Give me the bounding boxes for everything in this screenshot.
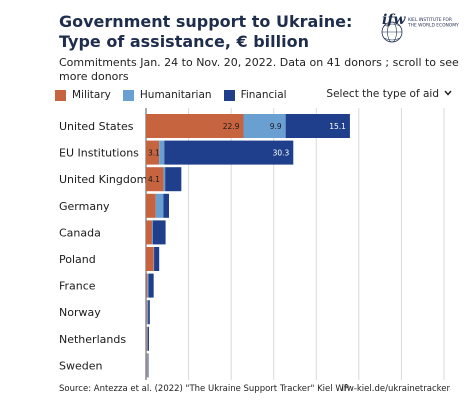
bar-segment-humanitarian [159,140,165,165]
category-label: Norway [59,306,101,319]
bar-segment-financial [152,220,166,245]
category-label: EU Institutions [59,147,139,160]
category-label: Canada [59,226,101,239]
bar-segment-military [146,220,152,245]
data-label: 15.1 [329,122,346,131]
legend: Military Humanitarian Financial [55,88,299,102]
legend-swatch-military [55,89,66,101]
category-label: Germany [59,200,110,213]
legend-label-financial: Financial [240,89,287,101]
bar-segment-humanitarian [151,220,153,245]
chevron-down-icon [444,89,452,99]
bar-segment-military [146,193,156,218]
legend-label-humanitarian: Humanitarian [139,89,212,101]
bar-segment-financial [285,114,350,138]
svg-text:THE WORLD ECONOMY: THE WORLD ECONOMY [407,23,459,29]
data-label: 3.1 [148,149,160,158]
bar-segment-financial [165,167,182,192]
chart-title: Government support to Ukraine: Type of a… [59,12,353,51]
category-label: United Kingdom [59,173,147,186]
svg-text:KIEL INSTITUTE FOR: KIEL INSTITUTE FOR [408,17,452,23]
bar-segment-humanitarian [243,114,286,138]
bar-segment-financial [164,140,294,165]
aid-type-select[interactable]: Select the type of aid [326,88,452,100]
legend-swatch-financial [223,89,235,101]
bar-segment-military [146,273,148,298]
bar-segment-humanitarian [146,353,149,378]
bar-segment-financial [163,193,169,218]
bar-segment-financial [148,273,154,298]
category-label: Poland [59,253,96,266]
bar-segment-humanitarian [146,300,149,325]
data-label: 22.9 [223,122,240,131]
bar-segment-financial [147,326,149,351]
chart-area[interactable]: United States 22.9 9.9 15.1 EU Institutions 3… [0,108,474,380]
category-label: France [59,280,96,293]
bar-segment-military [146,167,164,192]
bar-segment-military [146,326,147,351]
ifw-logo: ifw KIEL INSTITUTE FOR THE WORLD ECONOMY [378,8,468,50]
legend-swatch-humanitarian [122,89,134,101]
bar-segment-military [146,114,244,138]
bar-segment-humanitarian [163,167,166,192]
legend-label-military: Military [72,89,111,101]
legend-item-financial: Financial [223,89,287,101]
aid-type-select-label: Select the type of aid [326,88,439,100]
bar-segment-financial [154,247,160,271]
source-note: Source: Antezza et al. (2022) "The Ukrai… [59,384,349,394]
bar-segment-humanitarian [146,326,148,351]
legend-item-military: Military [55,89,111,101]
data-label: 30.3 [273,149,290,158]
bar-segment-humanitarian [155,193,164,218]
bar-segment-military [146,300,147,325]
bar-chart: United States 22.9 9.9 15.1 EU Institutions 3… [59,108,445,380]
bar-segment-military [146,247,154,271]
bar-segment-humanitarian [147,273,149,298]
bar-segment-financial [148,300,150,325]
category-label: Sweden [59,359,102,372]
data-label: 9.9 [270,122,282,131]
legend-item-humanitarian: Humanitarian [122,89,212,101]
bar-segment-military [146,140,160,165]
category-label: Netherlands [59,333,126,346]
data-label: 4.1 [148,175,160,184]
chart-subtitle: Commitments Jan. 24 to Nov. 20, 2022. Da… [59,56,459,83]
bar-segment-military [146,353,147,378]
tracker-link[interactable]: ifw-kiel.de/ukrainetracker [341,384,450,394]
category-label: United States [59,120,134,133]
svg-text:ifw: ifw [382,12,406,28]
